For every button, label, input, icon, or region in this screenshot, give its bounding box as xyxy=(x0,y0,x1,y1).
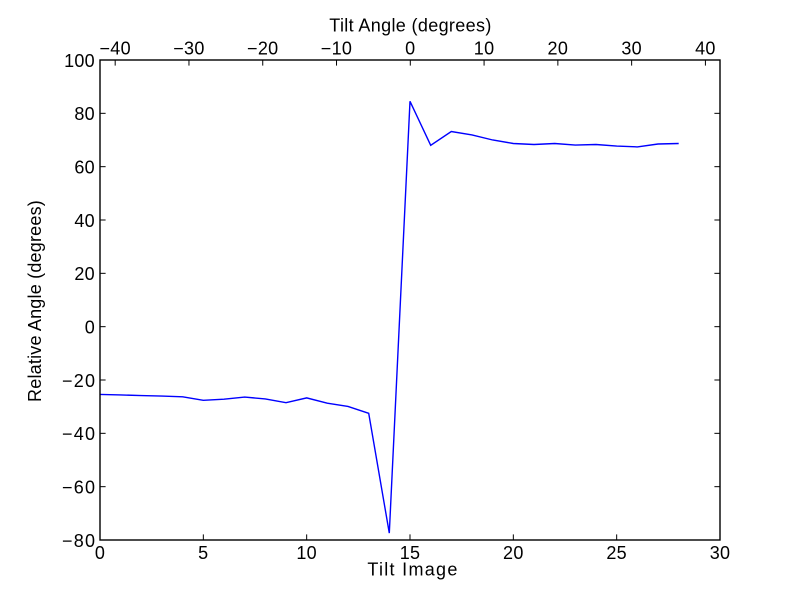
svg-text:10: 10 xyxy=(296,543,317,563)
svg-text:−60: −60 xyxy=(62,477,96,497)
svg-text:−30: −30 xyxy=(173,39,204,59)
svg-text:5: 5 xyxy=(198,543,208,563)
svg-text:−40: −40 xyxy=(62,424,96,444)
svg-text:30: 30 xyxy=(621,39,642,59)
svg-text:15: 15 xyxy=(400,543,421,563)
svg-text:Tilt Angle (degrees): Tilt Angle (degrees) xyxy=(329,16,491,36)
svg-text:−10: −10 xyxy=(321,39,352,59)
svg-text:0: 0 xyxy=(405,39,415,59)
svg-text:−20: −20 xyxy=(247,39,278,59)
svg-text:100: 100 xyxy=(64,51,95,71)
svg-text:20: 20 xyxy=(74,264,95,284)
svg-text:30: 30 xyxy=(710,543,731,563)
svg-text:0: 0 xyxy=(95,543,105,563)
svg-text:25: 25 xyxy=(606,543,627,563)
svg-text:40: 40 xyxy=(74,211,95,231)
svg-text:20: 20 xyxy=(548,39,569,59)
svg-text:20: 20 xyxy=(503,543,524,563)
svg-text:40: 40 xyxy=(695,39,716,59)
svg-text:80: 80 xyxy=(74,104,95,124)
svg-text:Relative Angle (degrees): Relative Angle (degrees) xyxy=(25,200,45,402)
svg-text:−40: −40 xyxy=(99,39,130,59)
svg-text:−80: −80 xyxy=(62,531,96,551)
svg-text:Tilt Image: Tilt Image xyxy=(367,560,458,580)
svg-text:60: 60 xyxy=(74,157,95,177)
svg-text:0: 0 xyxy=(85,317,95,337)
svg-text:10: 10 xyxy=(474,39,495,59)
svg-text:−20: −20 xyxy=(62,371,96,391)
